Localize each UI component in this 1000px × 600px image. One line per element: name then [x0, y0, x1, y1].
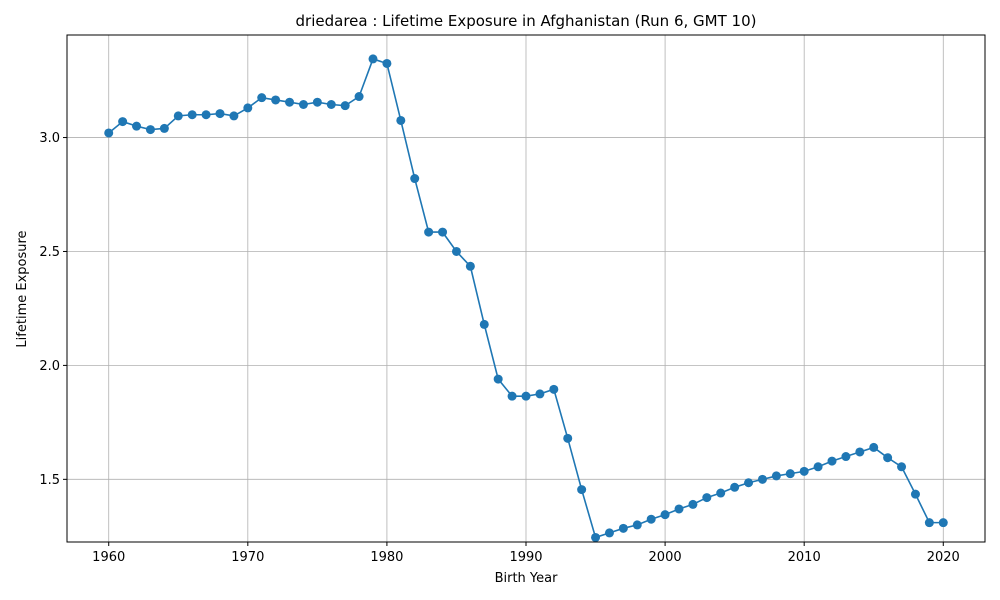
- data-point: [841, 452, 851, 462]
- data-point: [883, 453, 893, 463]
- data-point: [799, 466, 809, 476]
- x-tick-label: 1980: [370, 550, 403, 565]
- data-point: [507, 391, 517, 401]
- x-tick-label: 2000: [649, 550, 682, 565]
- data-point: [521, 391, 531, 401]
- data-point: [493, 374, 503, 384]
- data-point: [396, 115, 406, 125]
- data-point: [424, 227, 434, 237]
- data-point: [618, 523, 628, 533]
- data-point: [438, 227, 448, 237]
- data-point: [382, 58, 392, 68]
- data-point: [632, 520, 642, 530]
- x-axis: 1960 1970 1980 1990 2000 2010 2020: [92, 542, 960, 565]
- data-point: [591, 532, 601, 542]
- x-tick-label: 2010: [788, 550, 821, 565]
- data-point: [716, 488, 726, 498]
- data-point: [549, 384, 559, 394]
- grid-lines: [67, 35, 985, 542]
- data-point: [465, 261, 475, 271]
- data-point: [215, 109, 225, 119]
- data-point: [104, 128, 114, 138]
- data-point: [855, 447, 865, 457]
- data-point: [813, 462, 823, 472]
- data-point: [312, 97, 322, 107]
- x-axis-label: Birth Year: [495, 571, 559, 586]
- data-point: [674, 504, 684, 514]
- y-axis: 1.5 2.0 2.5 3.0: [39, 131, 67, 488]
- data-point: [910, 489, 920, 499]
- data-point: [118, 117, 128, 127]
- data-point: [730, 482, 740, 492]
- data-point: [132, 121, 142, 131]
- plot-area: [104, 54, 948, 542]
- x-tick-label: 1960: [92, 550, 125, 565]
- data-point: [535, 389, 545, 399]
- data-point: [159, 123, 169, 133]
- data-point: [563, 433, 573, 443]
- data-point: [785, 469, 795, 479]
- data-point: [897, 462, 907, 472]
- data-point: [410, 174, 420, 184]
- data-point: [187, 110, 197, 120]
- data-point: [702, 493, 712, 503]
- data-point: [869, 442, 879, 452]
- data-point: [660, 510, 670, 520]
- data-point: [479, 319, 489, 329]
- y-tick-label: 3.0: [39, 131, 60, 146]
- data-point: [271, 95, 281, 105]
- data-point: [604, 528, 614, 538]
- data-point: [201, 110, 211, 120]
- data-point: [257, 93, 267, 103]
- data-point: [938, 518, 948, 528]
- data-point: [298, 99, 308, 109]
- y-tick-label: 1.5: [39, 473, 60, 488]
- data-point: [173, 111, 183, 121]
- x-tick-label: 1990: [509, 550, 542, 565]
- y-tick-label: 2.5: [39, 245, 60, 260]
- x-tick-label: 1970: [231, 550, 264, 565]
- data-point: [744, 478, 754, 488]
- data-point: [924, 518, 934, 528]
- data-point: [577, 485, 587, 495]
- data-point: [827, 456, 837, 466]
- data-point: [243, 103, 253, 113]
- x-tick-label: 2020: [927, 550, 960, 565]
- y-tick-label: 2.0: [39, 359, 60, 374]
- data-point: [285, 97, 295, 107]
- y-axis-label: Lifetime Exposure: [15, 230, 30, 347]
- data-point: [229, 111, 239, 121]
- data-point: [688, 499, 698, 509]
- data-point: [354, 92, 364, 102]
- data-point: [757, 474, 767, 484]
- data-point: [771, 471, 781, 481]
- data-point: [145, 125, 155, 135]
- data-point: [326, 99, 336, 109]
- data-point: [451, 246, 461, 256]
- chart-title: driedarea : Lifetime Exposure in Afghani…: [296, 12, 757, 30]
- data-point: [368, 54, 378, 64]
- data-point: [646, 514, 656, 524]
- data-point: [340, 101, 350, 111]
